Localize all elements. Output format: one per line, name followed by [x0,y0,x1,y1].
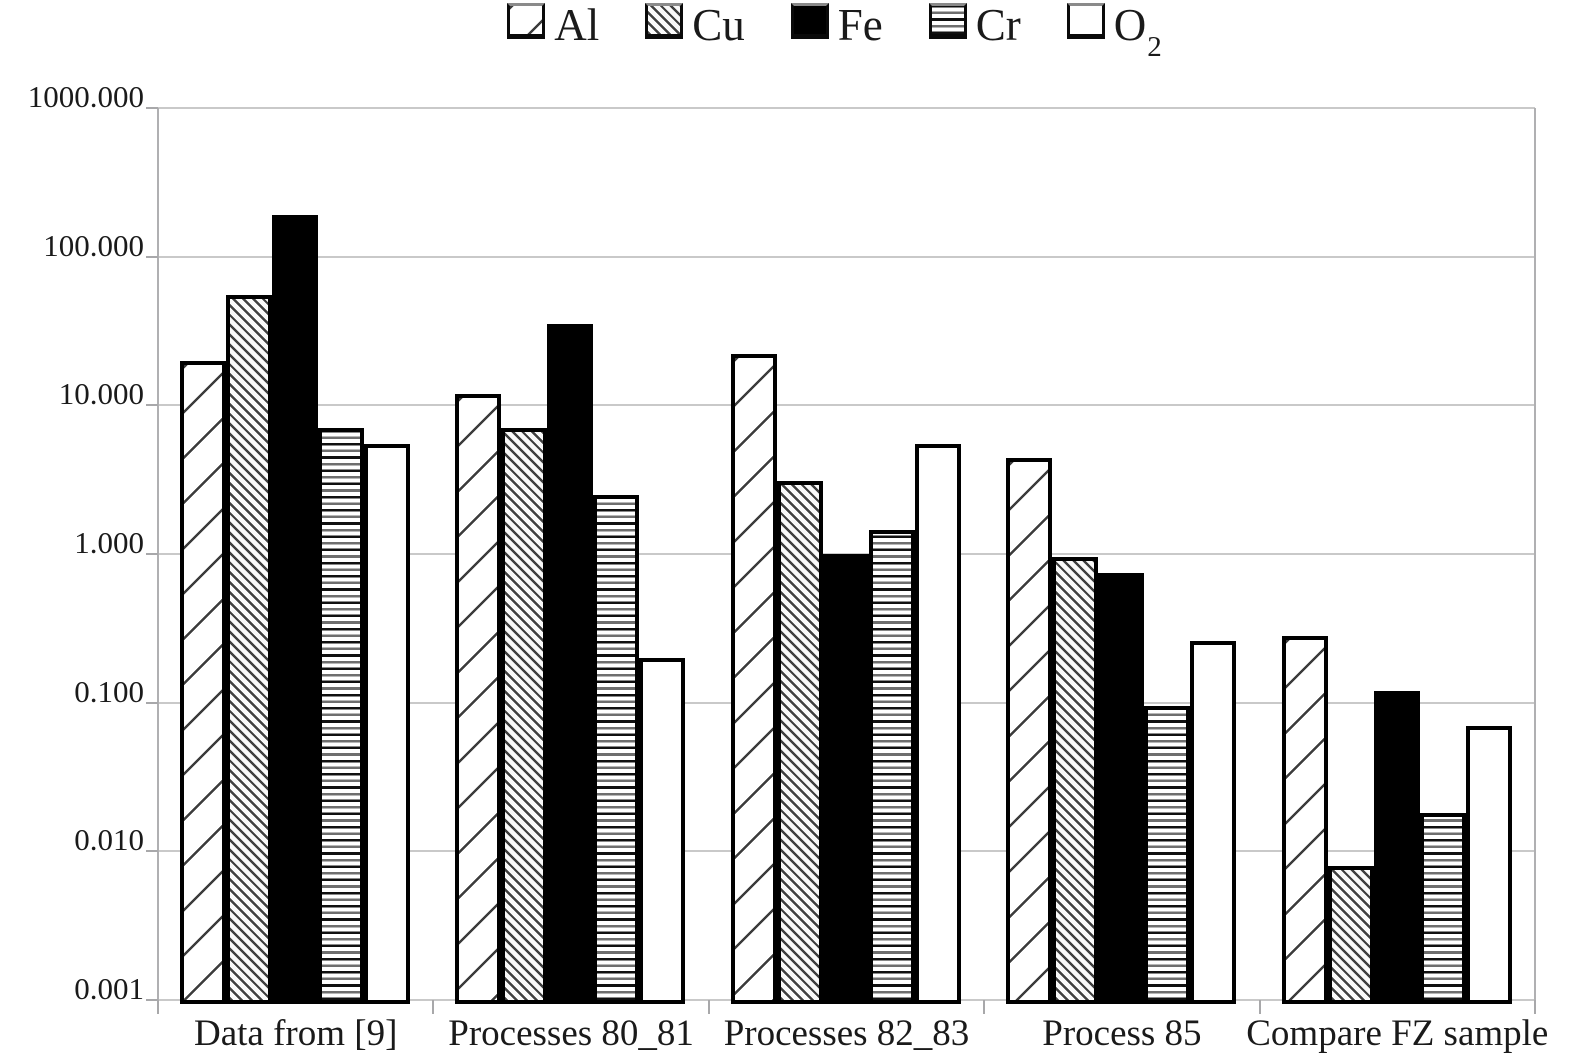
y-tick-10.000 [146,404,158,407]
bar-fe-2 [547,324,594,1004]
bar-cr-1 [318,428,364,1004]
legend-label-subscript: 2 [1147,31,1162,63]
bar-al-2 [455,393,502,1004]
bar-al-1 [180,360,226,1004]
bar-cr-4 [1144,705,1191,1004]
legend-label-al: Al [554,0,600,50]
bar-fe-1 [272,215,318,1004]
x-axis-label-5: Compare FZ sample [1246,1013,1549,1054]
bar-cu-2 [501,428,548,1004]
legend-swatch-o2-icon [1066,3,1105,39]
bar-fe-3 [822,554,869,1004]
legend-swatch-al-icon [507,3,546,39]
bar-cr-2 [593,494,640,1004]
chart-legend: Al Cu Fe Cr O2 [48,0,1573,63]
bar-cu-5 [1327,865,1374,1004]
legend-item-cr: Cr [928,0,1021,50]
y-tick-100.000 [146,255,158,258]
bar-cr-3 [868,530,915,1004]
right-frame-line [1534,108,1536,1000]
bar-fe-4 [1098,572,1145,1004]
legend-item-cu: Cu [645,0,745,50]
y-tick-0.100 [146,701,158,704]
x-tick-3 [983,1000,986,1014]
gridline-100.000 [158,255,1535,258]
y-axis-label-1.000: 1.000 [74,525,144,560]
bar-cr-5 [1419,813,1466,1004]
x-axis-label-1: Data from [9] [193,1013,398,1054]
y-axis-label-0.010: 0.010 [74,822,144,858]
x-tick-2 [707,1000,710,1014]
x-axis-label-2: Processes 80_81 [448,1013,694,1054]
x-tick-4 [1258,1000,1261,1014]
legend-label-fe: Fe [837,0,883,50]
bar-o2-3 [914,443,961,1004]
bar-cu-4 [1052,557,1099,1004]
gridline-1000.000 [158,107,1535,109]
bar-cu-3 [776,480,823,1004]
bar-o2-2 [639,657,686,1004]
legend-item-fe: Fe [790,0,883,50]
bar-cu-1 [226,295,272,1004]
x-tick-5 [1534,1000,1536,1014]
bar-fe-5 [1373,690,1420,1004]
bar-al-4 [1006,458,1053,1004]
bar-o2-4 [1190,640,1237,1004]
x-axis-label-3: Processes 82_83 [723,1013,970,1054]
bar-o2-5 [1465,725,1512,1004]
y-axis-label-0.001: 0.001 [74,971,144,1006]
y-axis-label-1000.000: 1000.000 [27,79,144,114]
y-axis-label-100.000: 100.000 [43,227,144,263]
legend-label-o2: O2 [1113,0,1162,63]
y-tick-0.001 [146,999,158,1001]
y-axis-label-10.000: 10.000 [58,376,144,412]
x-axis-label-4: Process 85 [1042,1013,1202,1054]
gridline-10.000 [158,404,1535,407]
x-tick-0 [157,1000,159,1014]
legend-item-al: Al [507,0,599,50]
legend-swatch-cu-icon [645,3,684,39]
y-tick-1.000 [146,553,158,555]
x-tick-1 [432,1000,435,1014]
legend-item-o2: O2 [1066,0,1162,63]
bar-al-3 [730,354,777,1004]
legend-label-cr: Cr [975,0,1021,50]
y-tick-1000.000 [146,107,158,109]
legend-label-cu: Cu [692,0,745,50]
legend-swatch-fe-icon [790,3,829,39]
bar-al-5 [1281,636,1328,1004]
y-axis-label-0.100: 0.100 [74,673,144,709]
y-axis-line [157,108,159,1014]
y-tick-0.010 [146,850,158,853]
bar-o2-1 [364,443,410,1004]
legend-swatch-cr-icon [928,3,967,39]
